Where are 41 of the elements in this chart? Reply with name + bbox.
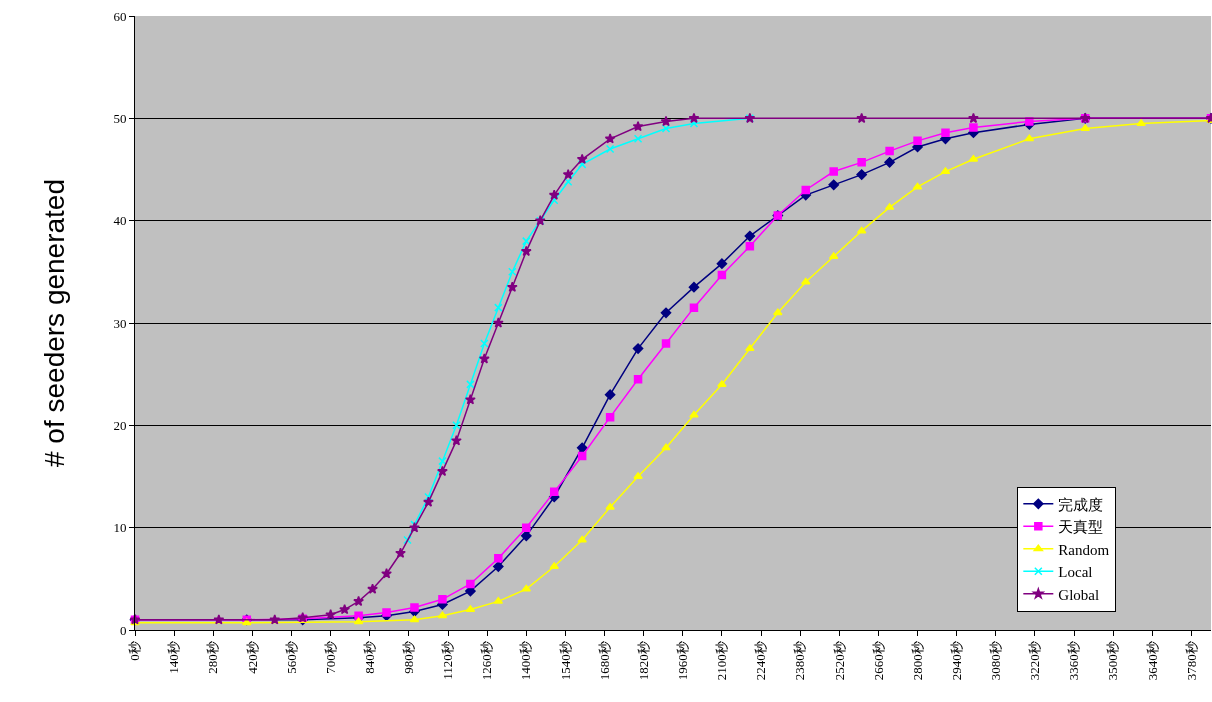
x-tick-label: 2240秒 — [753, 641, 769, 681]
x-tick-label: 2800秒 — [909, 641, 925, 681]
x-tick-label: 700秒 — [322, 641, 338, 674]
x-tick-label: 420秒 — [244, 641, 260, 674]
x-tick-label: 140秒 — [166, 641, 182, 674]
x-tick-label: 1120秒 — [440, 641, 456, 680]
legend-label: Random — [1058, 541, 1110, 558]
x-tick-label: 3080秒 — [988, 641, 1004, 681]
x-tick-label: 3640秒 — [1144, 641, 1160, 681]
x-tick-label: 3780秒 — [1183, 641, 1199, 681]
x-tick-label: 840秒 — [361, 641, 377, 674]
y-tick-label: 30 — [113, 315, 127, 331]
x-tick-label: 980秒 — [401, 641, 417, 674]
y-tick-label: 50 — [113, 110, 127, 126]
x-tick-label: 2380秒 — [792, 641, 808, 681]
x-tick-label: 1260秒 — [479, 641, 495, 681]
y-tick-label: 10 — [113, 520, 127, 536]
x-tick-label: 2660秒 — [870, 641, 886, 681]
x-tick-label: 1400秒 — [518, 641, 534, 681]
legend-label: 天真型 — [1058, 519, 1104, 536]
legend-label: Global — [1058, 586, 1100, 603]
x-tick-label: 3500秒 — [1105, 641, 1121, 681]
x-tick-label: 0秒 — [127, 641, 143, 661]
y-tick-label: 0 — [119, 622, 127, 638]
x-tick-label: 3220秒 — [1027, 641, 1043, 681]
x-tick-label: 1680秒 — [596, 641, 612, 681]
legend-label: Local — [1058, 564, 1093, 581]
x-tick-label: 2940秒 — [948, 641, 964, 681]
x-tick-label: 3360秒 — [1066, 641, 1082, 681]
y-tick-label: 60 — [113, 8, 127, 24]
legend-label: 完成度 — [1058, 496, 1104, 513]
x-tick-label: 1960秒 — [675, 641, 691, 681]
x-tick-label: 560秒 — [283, 641, 299, 674]
x-tick-label: 2100秒 — [714, 641, 730, 681]
y-axis-title: # of seeders generated — [39, 179, 71, 467]
y-tick-label: 40 — [113, 213, 127, 229]
y-tick-label: 20 — [113, 417, 127, 433]
x-tick-label: 1540秒 — [557, 641, 573, 681]
x-tick-label: 280秒 — [205, 641, 221, 674]
x-tick-label: 2520秒 — [831, 641, 847, 681]
x-tick-label: 1820秒 — [635, 641, 651, 681]
